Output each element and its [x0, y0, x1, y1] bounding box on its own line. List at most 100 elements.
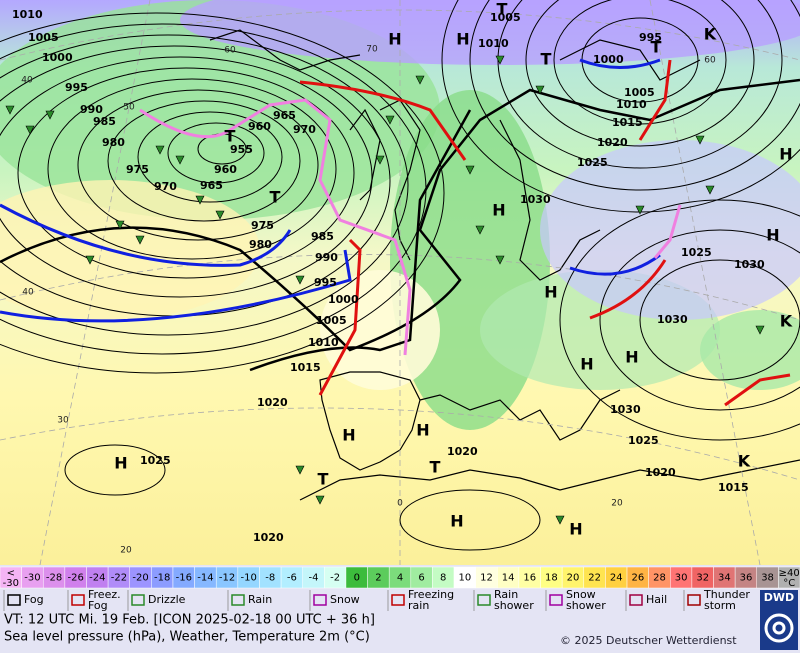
scale-label: -20: [132, 573, 148, 584]
cold-front: [579, 58, 661, 69]
isobar: [0, 12, 445, 374]
legend-label: Snow: [566, 588, 596, 601]
scale-label: 36: [740, 573, 753, 584]
isobar-label: 990: [315, 251, 338, 264]
warm-front: [724, 373, 791, 407]
pressure-center: H: [114, 454, 127, 473]
isobar-label: 1015: [718, 481, 749, 494]
legend-icon: [71, 594, 85, 606]
legend-icon: [391, 594, 405, 606]
pressure-center: K: [704, 25, 717, 44]
isobar-label: 1005: [490, 11, 521, 24]
isobar: [0, 56, 373, 298]
pressure-center: H: [766, 226, 779, 245]
legend-icon: [7, 594, 21, 606]
weather-symbol: [495, 55, 505, 65]
isobar-label: 1020: [597, 136, 628, 149]
scale-label: <: [7, 568, 15, 579]
isobar-label: 975: [126, 163, 149, 176]
scale-label: -18: [154, 573, 170, 584]
pressure-center: H: [569, 520, 582, 539]
weather-symbol: [85, 255, 95, 265]
scale-label: -30: [3, 578, 19, 589]
isobar-label: 1015: [290, 361, 321, 374]
pressure-center: H: [492, 201, 505, 220]
isobar-label: 1030: [610, 403, 641, 416]
occluded-front: [139, 98, 412, 356]
weather-symbol: [175, 155, 185, 165]
isobar: [639, 259, 800, 381]
warm-front: [638, 59, 672, 141]
grid-label: 70: [366, 45, 378, 55]
isobar-label: 1000: [593, 53, 624, 66]
isobar-label: 1010: [478, 37, 509, 50]
isobar-label: 1025: [681, 246, 712, 259]
isobar-label: 1010: [12, 8, 43, 21]
scale-label: ≥40: [779, 568, 800, 579]
scale-label: 24: [610, 573, 623, 584]
pressure-center: T: [225, 127, 236, 146]
scale-label: 26: [631, 573, 644, 584]
pressure-center: H: [450, 512, 463, 531]
legend-icon: [131, 594, 145, 606]
legend-label: Fog: [88, 599, 108, 612]
isobar-label: 960: [248, 120, 271, 133]
isobar-label: 1005: [28, 31, 59, 44]
isobar: [137, 111, 283, 203]
weather-symbol: [315, 495, 325, 505]
isobar: [553, 0, 727, 125]
cold-front: [569, 253, 661, 276]
scale-label: -14: [197, 573, 213, 584]
legend-label: Rain: [494, 588, 518, 601]
isobar-label: 1010: [616, 98, 647, 111]
pressure-center: K: [780, 312, 793, 331]
weather-symbol: [295, 465, 305, 475]
weather-symbol: [705, 185, 715, 195]
weather-symbol: [695, 135, 705, 145]
warm-front: [318, 238, 362, 396]
scale-label: 38: [761, 573, 774, 584]
scale-label: 12: [480, 573, 493, 584]
legend-icon: [687, 594, 701, 606]
weather-symbol: [495, 255, 505, 265]
grid-label: 50: [123, 103, 135, 113]
scale-label: -6: [287, 573, 297, 584]
isobar-label: 1020: [257, 396, 288, 409]
weather-symbol: [135, 235, 145, 245]
scale-label: 20: [567, 573, 580, 584]
isobar-label: 1030: [657, 313, 688, 326]
description: Sea level pressure (hPa), Weather, Tempe…: [4, 630, 370, 645]
isobar-label: 1010: [308, 336, 339, 349]
pressure-center: T: [318, 470, 329, 489]
cold-front: [0, 249, 352, 323]
weather-symbol: [375, 155, 385, 165]
isobar-label: 1025: [577, 156, 608, 169]
pressure-center: H: [388, 30, 401, 49]
grid-label: 60: [704, 56, 716, 66]
legend-label: Drizzle: [148, 593, 186, 606]
isobar-label: 995: [314, 276, 337, 289]
copyright: © 2025 Deutscher Wetterdienst: [560, 634, 737, 647]
isobar-label: 985: [311, 230, 334, 243]
pressure-center: H: [416, 421, 429, 440]
legend-label: shower: [494, 599, 534, 612]
occluded-front: [653, 204, 682, 259]
isobar-label: 1020: [645, 466, 676, 479]
pressure-center: K: [738, 452, 751, 471]
scale-label: 18: [545, 573, 558, 584]
weather-symbol: [465, 165, 475, 175]
isobar-label: 970: [293, 123, 316, 136]
warm-front: [299, 80, 467, 161]
isobar: [47, 78, 337, 260]
scale-label: -30: [24, 573, 40, 584]
pressure-center: T: [497, 0, 508, 19]
scale-label: -16: [176, 573, 192, 584]
legend-label: Thunder: [703, 588, 750, 601]
pressure-center: H: [342, 426, 355, 445]
isobar-label: 995: [639, 31, 662, 44]
scale-label: -10: [240, 573, 256, 584]
grid-label: 0: [397, 499, 403, 509]
